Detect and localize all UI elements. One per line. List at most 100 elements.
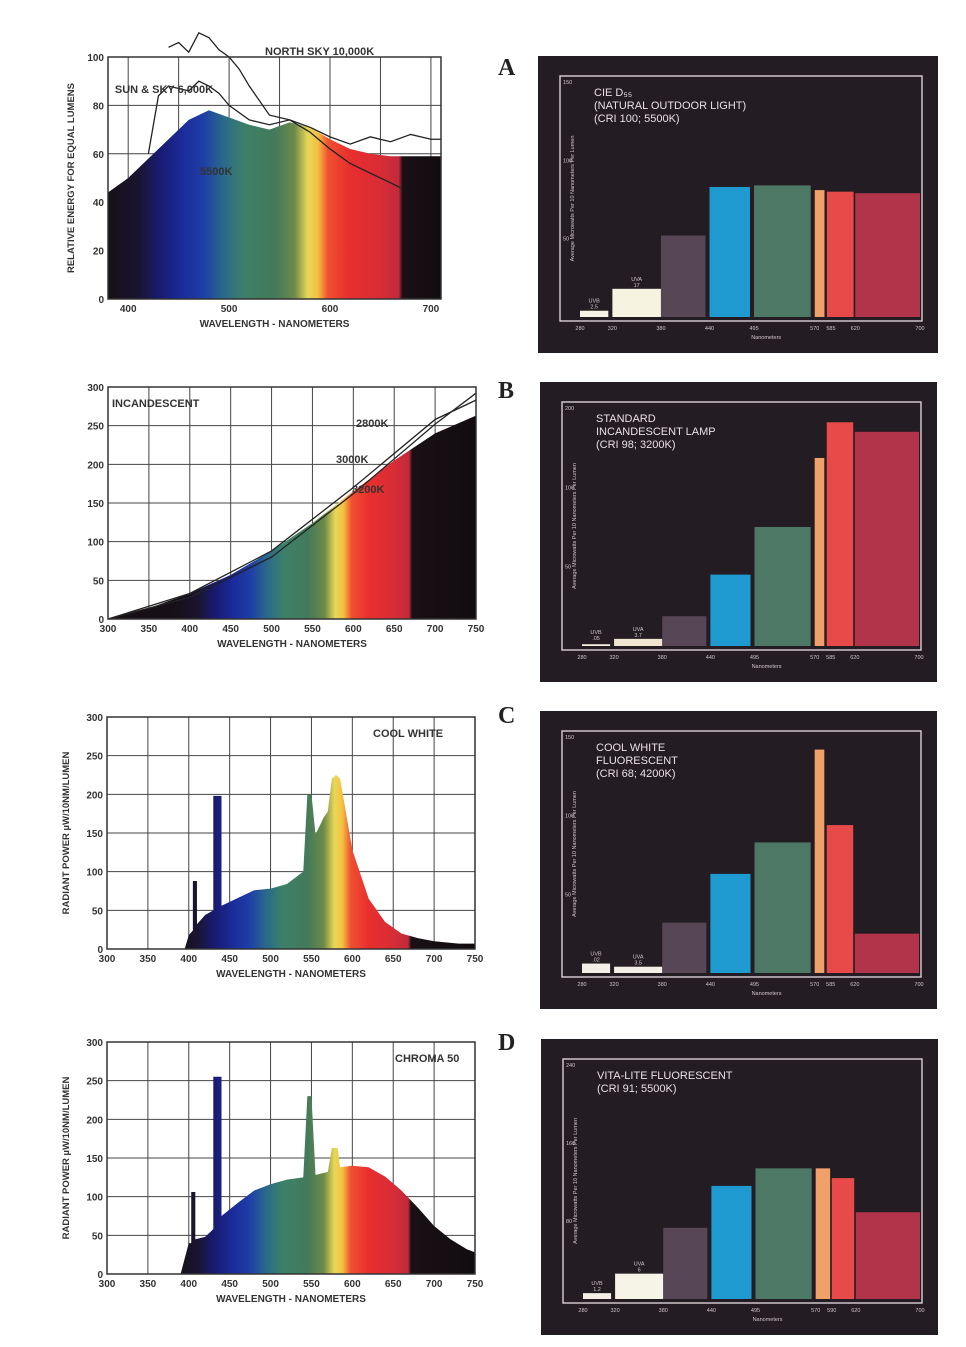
- bar: [854, 431, 919, 646]
- uv-value: 1.2: [593, 1287, 601, 1293]
- y-tick-label: 200: [87, 460, 104, 471]
- x-tick-label: 650: [385, 954, 402, 965]
- bar: [855, 1212, 920, 1299]
- x-tick-label: 550: [304, 624, 321, 635]
- uv-label: UVB: [590, 952, 602, 958]
- annotation-label: 2800K: [356, 418, 388, 430]
- panel-title-line: (CRI 91; 5500K): [597, 1083, 676, 1095]
- x-tick-label: 500: [263, 624, 280, 635]
- x-tick-label: 585: [826, 982, 835, 988]
- x-tick-label: 380: [659, 1308, 668, 1314]
- cool-white-spectrum-chart: 300 350 400 450 500 550 600 650 700 750 0 50 100 150 2…: [61, 713, 484, 980]
- plot-frame: [107, 386, 477, 620]
- y-tick-label: 100: [86, 1193, 103, 1204]
- x-tick-label: 380: [656, 326, 665, 332]
- uv-value: 6: [638, 1268, 641, 1274]
- panel-title-line: COOL WHITE: [596, 742, 665, 754]
- x-tick-label: 280: [578, 1308, 587, 1314]
- y-axis-label: RADIANT POWER µW/10NM/LUMEN: [61, 1076, 72, 1239]
- y-tick-label: 300: [86, 1038, 103, 1049]
- x-tick-label: 495: [750, 655, 759, 661]
- y-tick-label: 0: [97, 945, 103, 956]
- bar: [754, 185, 811, 317]
- x-tick-label: 750: [468, 624, 485, 635]
- panel-frame: [561, 730, 922, 978]
- y-tick-label: 0: [98, 615, 104, 626]
- bar: [854, 933, 919, 973]
- incandescent-spectrum-chart: 300 350 400 450 500 550 600 650 700 750 0 50 100 150 2…: [87, 383, 485, 650]
- x-tick-label: 700: [426, 954, 443, 965]
- x-tick-label: 570: [811, 1308, 820, 1314]
- annotation-label: CHROMA 50: [395, 1053, 459, 1065]
- x-tick-label: 600: [345, 624, 362, 635]
- x-tick-label: 570: [810, 655, 819, 661]
- vita-lite-bar-chart: VITA-LITE FLUORESCENT(CRI 91; 5500K) 80 16…: [541, 1039, 938, 1335]
- y-tick-label: 50: [92, 906, 104, 917]
- bar: [580, 310, 609, 317]
- chroma-50-spectrum-chart: 300 350 400 450 500 550 600 650 700 750 0 50 100 150 2…: [61, 1038, 484, 1305]
- bar: [710, 873, 751, 973]
- x-tick-label: 650: [386, 624, 403, 635]
- x-tick-label: 700: [915, 1308, 924, 1314]
- panel-title-line: FLUORESCENT: [596, 755, 678, 767]
- x-tick-label: 585: [826, 326, 835, 332]
- bar: [582, 963, 611, 973]
- panel-title-line: CIE D₅₅: [594, 87, 632, 99]
- y-tick-label: 100: [87, 538, 104, 549]
- x-tick-label: 300: [100, 624, 117, 635]
- x-tick-label: 280: [577, 982, 586, 988]
- annotation-label: SUN & SKY 6,000K: [115, 84, 213, 96]
- spectrum-fill: [184, 775, 475, 949]
- panel-title-line: (CRI 68; 4200K): [596, 768, 675, 780]
- bar: [814, 190, 825, 317]
- x-tick-label: 440: [705, 326, 714, 332]
- bar: [855, 193, 920, 317]
- plot-frame: [106, 716, 476, 950]
- y-tick-label: 50: [92, 1231, 104, 1242]
- x-tick-label: 450: [221, 954, 238, 965]
- x-axis-label: Nanometers: [752, 664, 782, 670]
- bar: [826, 191, 854, 317]
- x-axis-label: WAVELENGTH - NANOMETERS: [216, 969, 366, 980]
- bar: [831, 1178, 855, 1299]
- y-tick-label: 200: [86, 790, 103, 801]
- panel-letter-a: A: [498, 55, 516, 81]
- x-tick-label: 620: [851, 1308, 860, 1314]
- series-line: [107, 399, 477, 620]
- bar: [814, 457, 825, 646]
- panel-title-line: VITA-LITE FLUORESCENT: [597, 1070, 733, 1082]
- panel-letter-d: D: [498, 1030, 516, 1056]
- x-tick-label: 320: [611, 1308, 620, 1314]
- y-tick-label: 300: [86, 713, 103, 724]
- y-tick-label: 20: [93, 247, 105, 258]
- y-tick-label: 50: [565, 565, 571, 571]
- y-tick-label: 60: [93, 150, 105, 161]
- bar: [711, 1185, 752, 1299]
- y-tick-label: 240: [566, 1063, 575, 1069]
- x-tick-label: 570: [810, 326, 819, 332]
- x-tick-label: 700: [915, 326, 924, 332]
- daylight-bar-chart: CIE D₅₅(NATURAL OUTDOOR LIGHT)(CRI 100; …: [538, 56, 938, 353]
- x-tick-label: 400: [180, 1279, 197, 1290]
- x-tick-label: 620: [850, 982, 859, 988]
- uv-value: 17: [634, 283, 640, 289]
- x-tick-label: 750: [467, 1279, 484, 1290]
- x-axis-label: WAVELENGTH - NANOMETERS: [217, 639, 367, 650]
- y-tick-label: 300: [87, 383, 104, 394]
- x-tick-label: 620: [850, 655, 859, 661]
- bar: [614, 966, 663, 973]
- spectrum-fill: [108, 415, 476, 619]
- x-tick-label: 550: [303, 1279, 320, 1290]
- panel-title-line: INCANDESCENT LAMP: [596, 426, 716, 438]
- annotation-label: 3000K: [336, 454, 368, 466]
- bar: [583, 1293, 612, 1299]
- y-tick-label: 40: [93, 198, 105, 209]
- x-tick-label: 400: [181, 624, 198, 635]
- x-tick-label: 320: [608, 326, 617, 332]
- panel-title-line: (CRI 100; 5500K): [594, 113, 680, 125]
- y-axis-label: Average Microwatts Per 10 Nanometers Per…: [572, 791, 578, 917]
- panel-letter-c: C: [498, 703, 516, 729]
- x-tick-label: 350: [140, 1279, 157, 1290]
- x-tick-label: 350: [141, 624, 158, 635]
